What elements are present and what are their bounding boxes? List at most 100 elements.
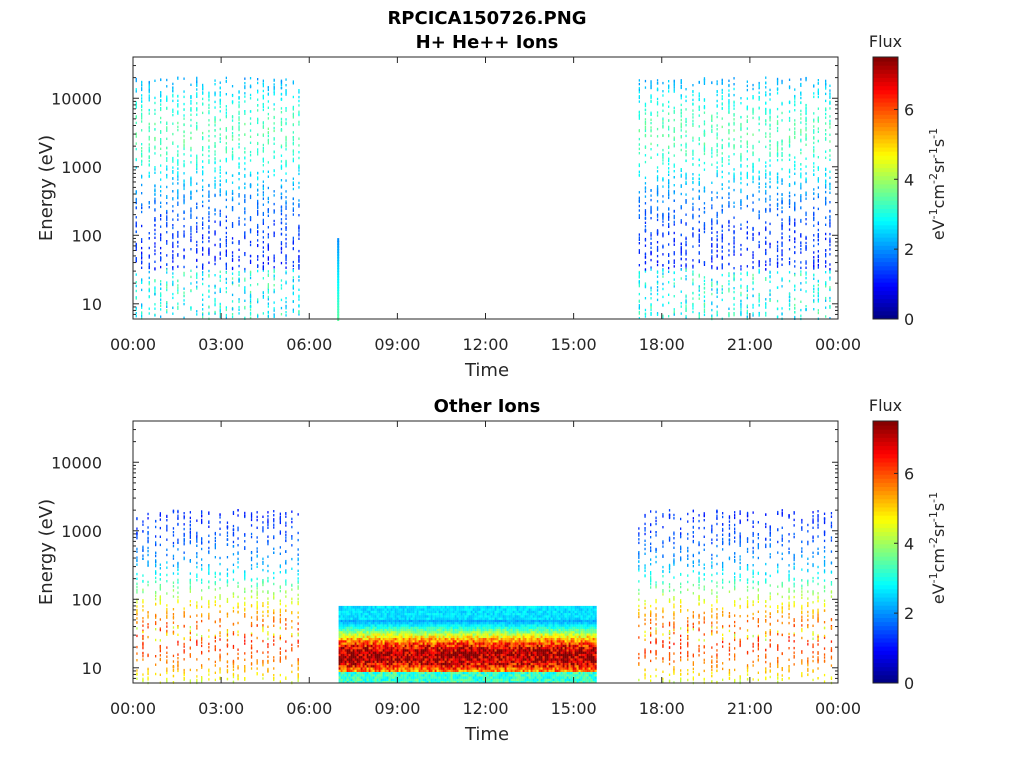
heat-cell	[219, 533, 221, 536]
heat-cell	[746, 309, 748, 313]
heat-cell	[250, 654, 253, 658]
heat-cell	[298, 144, 300, 147]
heat-cell	[154, 171, 156, 174]
heat-cell	[817, 177, 819, 180]
heat-cell	[166, 209, 168, 213]
heat-cell	[155, 621, 157, 624]
heat-cell	[721, 257, 723, 260]
heat-cell	[656, 286, 659, 289]
heat-cell	[638, 312, 640, 315]
heat-cell	[800, 117, 802, 120]
heat-cell	[154, 279, 156, 282]
heat-cell	[267, 283, 269, 286]
heat-cell	[728, 101, 730, 104]
heat-cell	[805, 119, 807, 122]
heat-cell	[788, 215, 791, 219]
heat-cell	[292, 107, 294, 110]
heat-cell	[638, 251, 640, 254]
heat-cell	[172, 190, 174, 193]
heat-cell	[279, 564, 281, 567]
heat-cell	[765, 76, 767, 79]
heat-cell	[237, 648, 239, 651]
heat-cell	[280, 128, 283, 131]
heat-cell	[662, 90, 664, 93]
heat-cell	[703, 186, 706, 189]
heat-cell	[135, 297, 137, 300]
heat-cell	[829, 115, 831, 118]
heat-cell	[800, 270, 802, 273]
heat-cell	[155, 672, 157, 676]
heat-cell	[788, 198, 791, 202]
heat-cell	[172, 218, 174, 221]
heat-cell	[202, 86, 204, 89]
heat-cell	[297, 616, 299, 619]
heat-cell	[225, 308, 227, 312]
heat-cell	[680, 290, 682, 293]
heat-cell	[297, 674, 299, 677]
heat-cell	[829, 299, 831, 303]
y-tick-label: 1000	[61, 158, 102, 177]
heat-cell	[226, 572, 229, 575]
heat-cell	[249, 196, 252, 200]
heat-cell	[141, 104, 143, 107]
heat-cell	[177, 626, 179, 629]
heat-cell	[148, 232, 150, 235]
heat-cell	[244, 665, 246, 668]
heat-cell	[285, 595, 287, 598]
heat-cell	[280, 129, 283, 132]
heat-cell	[825, 122, 827, 125]
heat-cell	[135, 197, 137, 201]
heat-cell	[219, 212, 221, 215]
heat-cell	[177, 572, 179, 575]
heat-cell	[781, 154, 783, 157]
heat-cell	[172, 156, 174, 160]
heat-cell	[262, 203, 264, 206]
heat-cell	[817, 238, 819, 241]
heat-cell	[154, 101, 156, 105]
heat-cell	[208, 600, 210, 604]
heat-cell	[752, 107, 754, 111]
heat-cell	[154, 108, 156, 112]
heat-cell	[716, 291, 718, 294]
heat-cell	[219, 188, 221, 191]
heat-cell	[817, 300, 819, 303]
heat-cell	[267, 233, 269, 236]
heat-cell	[279, 619, 281, 622]
heat-cell	[825, 223, 827, 226]
heat-cell	[257, 153, 259, 156]
heat-cell	[817, 298, 819, 301]
heat-cell	[662, 253, 664, 256]
heat-cell	[817, 294, 819, 298]
heat-cell	[680, 207, 682, 210]
heat-cell	[202, 131, 204, 135]
heat-cell	[226, 521, 229, 524]
heat-cell	[148, 256, 150, 259]
heat-cell	[196, 113, 198, 116]
heat-cell	[142, 547, 144, 550]
heat-cell	[250, 514, 253, 517]
heat-cell	[219, 302, 221, 306]
heat-cell	[225, 231, 227, 235]
heat-cell	[280, 166, 283, 169]
heat-cell	[765, 241, 767, 245]
heat-cell	[656, 213, 659, 216]
heat-cell	[262, 626, 264, 629]
heat-cell	[219, 209, 221, 213]
heat-cell	[231, 281, 234, 284]
heat-cell	[183, 143, 185, 146]
heat-cell	[172, 306, 174, 309]
heat-cell	[141, 117, 143, 120]
heat-cell	[160, 99, 162, 103]
heat-cell	[208, 603, 210, 606]
heat-cell	[692, 264, 694, 268]
heat-cell	[238, 271, 240, 274]
heat-cell	[291, 544, 293, 547]
heat-cell	[291, 611, 293, 614]
heat-cell	[190, 308, 192, 311]
heat-cell	[638, 282, 640, 286]
heat-cell	[159, 578, 161, 581]
heat-cell	[160, 147, 162, 150]
heat-cell	[232, 578, 235, 581]
heat-cell	[794, 100, 796, 103]
heat-cell	[733, 246, 735, 249]
